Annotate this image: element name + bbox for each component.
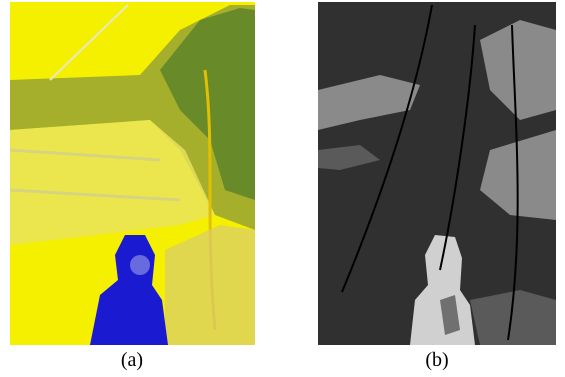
figure-images bbox=[0, 0, 565, 377]
figure: (a) (b) bbox=[0, 0, 565, 377]
caption: (a) bbox=[92, 349, 172, 372]
person-face bbox=[130, 255, 150, 275]
panel-b-image bbox=[318, 2, 556, 345]
caption: (b) bbox=[397, 349, 477, 372]
panel-a-image bbox=[10, 2, 255, 345]
